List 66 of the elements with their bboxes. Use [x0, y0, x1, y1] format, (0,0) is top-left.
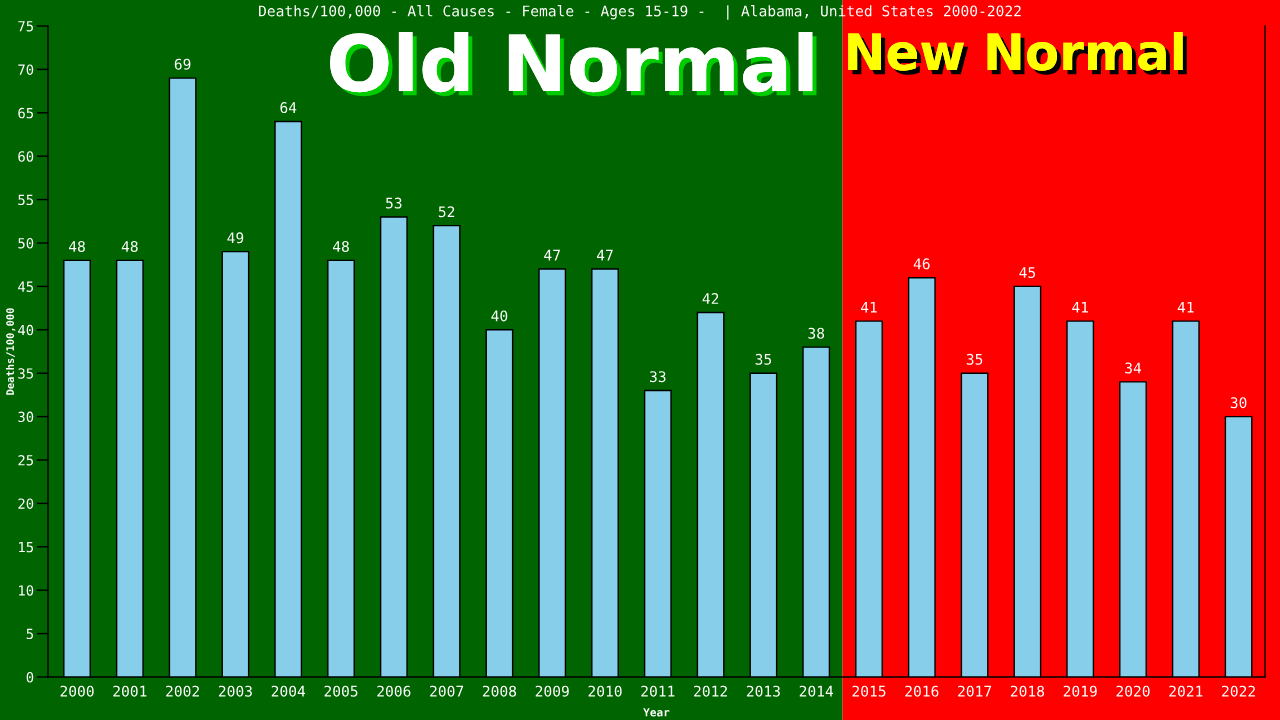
y-tick-label: 50 [18, 238, 34, 249]
data-label: 49 [227, 232, 244, 244]
x-tick-label: 2022 [1222, 685, 1255, 697]
data-label: 41 [1177, 301, 1194, 313]
x-tick-label: 2000 [60, 685, 94, 697]
x-tick-label: 2019 [1063, 685, 1097, 697]
x-tick-label: 2002 [166, 685, 199, 697]
y-tick-label: 10 [19, 585, 34, 596]
data-label: 48 [68, 240, 85, 252]
data-label: 35 [755, 353, 772, 365]
x-tick-label: 2018 [1010, 685, 1045, 697]
y-tick-label: 40 [18, 324, 34, 336]
x-tick-label: 2010 [588, 685, 622, 697]
x-tick-label: 2012 [694, 685, 727, 697]
data-label: 34 [1125, 362, 1142, 374]
x-tick-label: 2021 [1169, 685, 1203, 697]
y-tick-label: 15 [19, 541, 33, 553]
y-tick-label: 65 [18, 107, 33, 119]
data-label: 41 [860, 301, 877, 313]
data-label: 48 [332, 240, 349, 252]
y-tick-label: 5 [26, 628, 33, 640]
y-tick-label: 55 [18, 194, 33, 206]
y-tick-label: 75 [18, 21, 33, 32]
data-label: 48 [121, 240, 138, 252]
y-axis-title: Deaths/100,000 [5, 308, 16, 395]
data-label: 30 [1230, 397, 1247, 409]
data-label: 46 [913, 258, 930, 270]
x-tick-label: 2004 [271, 685, 306, 697]
data-label: 69 [174, 58, 191, 70]
y-tick-label: 25 [18, 455, 33, 466]
x-tick-label: 2015 [852, 685, 886, 697]
data-label: 45 [1019, 267, 1036, 279]
y-tick-label: 30 [18, 411, 34, 423]
data-label: 40 [491, 310, 508, 322]
y-tick-label: 45 [18, 281, 33, 292]
data-label: 52 [438, 206, 455, 218]
data-label: 42 [702, 293, 719, 304]
x-tick-label: 2003 [218, 685, 252, 697]
y-tick-label: 60 [18, 151, 34, 162]
y-tick-label: 70 [18, 64, 34, 75]
x-tick-label: 2006 [377, 685, 411, 697]
x-tick-label: 2009 [535, 685, 569, 697]
data-label: 64 [280, 102, 297, 114]
band-label: Old Normal [330, 32, 817, 97]
data-label: 47 [544, 249, 560, 261]
data-label: 33 [650, 371, 666, 383]
y-tick-label: 0 [26, 672, 34, 683]
x-tick-label: 2020 [1116, 685, 1150, 697]
band-label: New Normal [848, 32, 1187, 75]
x-tick-label: 2007 [430, 685, 464, 697]
y-tick-label: 20 [18, 498, 34, 509]
x-tick-label: 2011 [641, 685, 675, 697]
data-label: 38 [808, 327, 825, 339]
x-tick-label: 2008 [482, 685, 517, 697]
x-tick-label: 2005 [324, 685, 358, 697]
data-label: 47 [596, 249, 613, 261]
data-label: 41 [1072, 301, 1088, 313]
x-tick-label: 2001 [113, 685, 147, 697]
data-label: 53 [386, 197, 402, 209]
x-tick-label: 2017 [958, 685, 992, 697]
x-tick-label: 2013 [746, 685, 780, 697]
y-tick-label: 35 [18, 368, 33, 379]
x-tick-label: 2016 [905, 685, 939, 697]
x-tick-label: 2014 [799, 685, 834, 697]
data-label: 35 [966, 353, 983, 365]
x-axis-title: Year [643, 708, 670, 717]
